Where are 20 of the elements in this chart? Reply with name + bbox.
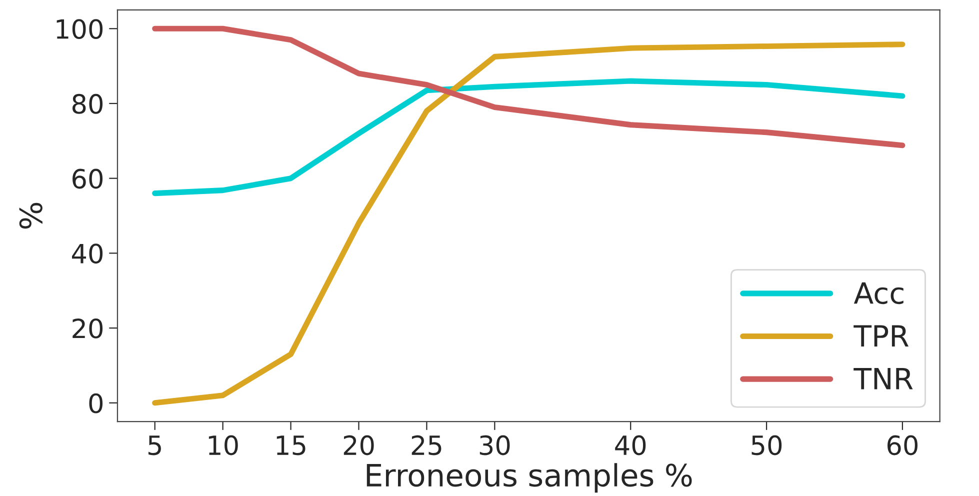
y-tick-label: 60 [72, 168, 103, 189]
y-tick-label: 20 [72, 318, 103, 338]
y-tick-label: 100 [56, 19, 103, 40]
x-tick-label: 10 [208, 435, 238, 456]
y-axis-title: % [19, 202, 42, 229]
x-tick-label: 40 [615, 435, 646, 456]
x-tick-label: 25 [412, 435, 442, 456]
y-tick-label: 0 [89, 393, 103, 414]
x-tick-label: 50 [752, 435, 782, 456]
x-tick-label: 60 [888, 435, 918, 456]
x-axis-title: Erroneous samples % [366, 463, 692, 493]
x-tick-label: 20 [344, 435, 374, 456]
y-tick-label: 40 [72, 244, 103, 264]
x-tick-label: 5 [148, 436, 161, 456]
y-tick-label: 80 [72, 94, 103, 114]
x-tick-label: 15 [276, 436, 306, 456]
legend-label: TNR [854, 368, 913, 390]
x-tick-label: 30 [480, 435, 510, 456]
legend-label: TPR [854, 325, 909, 346]
legend-label: Acc [854, 282, 904, 304]
